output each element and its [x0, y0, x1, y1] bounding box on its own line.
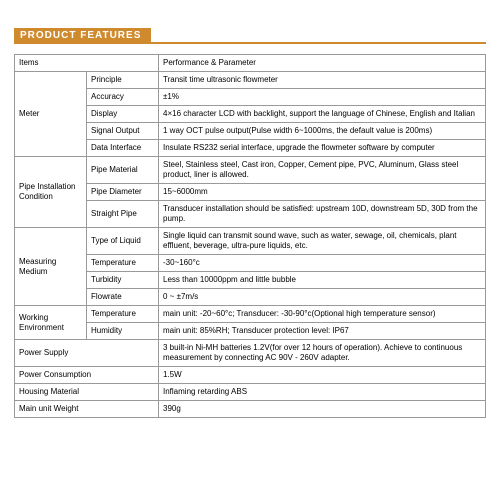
- cell-group-env: Working Environment: [15, 306, 87, 340]
- cell-key: Power Consumption: [15, 367, 159, 384]
- cell-key: Temperature: [87, 255, 159, 272]
- cell-key: Accuracy: [87, 89, 159, 106]
- cell-val: 15~6000mm: [159, 184, 486, 201]
- cell-val: Insulate RS232 serial interface, upgrade…: [159, 140, 486, 157]
- header-underline: [14, 42, 486, 44]
- cell-key: Pipe Diameter: [87, 184, 159, 201]
- cell-val: 4×16 character LCD with backlight, suppo…: [159, 106, 486, 123]
- cell-key: Turbidity: [87, 272, 159, 289]
- cell-items: Items: [15, 55, 159, 72]
- cell-val: Transducer installation should be satisf…: [159, 201, 486, 228]
- cell-val: 390g: [159, 401, 486, 418]
- cell-key: Pipe Material: [87, 157, 159, 184]
- cell-key: Main unit Weight: [15, 401, 159, 418]
- cell-key: Straight Pipe: [87, 201, 159, 228]
- cell-key: Housing Material: [15, 384, 159, 401]
- cell-val: Less than 10000ppm and little bubble: [159, 272, 486, 289]
- cell-val: main unit: -20~60°c; Transducer: -30-90°…: [159, 306, 486, 323]
- cell-val: 3 built-in Ni-MH batteries 1.2V(for over…: [159, 340, 486, 367]
- cell-key: Temperature: [87, 306, 159, 323]
- section-header: PRODUCT FEATURES: [14, 28, 486, 44]
- table-row: Housing Material Inflaming retarding ABS: [15, 384, 486, 401]
- cell-key: Signal Output: [87, 123, 159, 140]
- table-row: Items Performance & Parameter: [15, 55, 486, 72]
- cell-val: 1 way OCT pulse output(Pulse width 6~100…: [159, 123, 486, 140]
- cell-val: -30~160°c: [159, 255, 486, 272]
- table-row: Measuring Medium Type of Liquid Single l…: [15, 228, 486, 255]
- table-row: Working Environment Temperature main uni…: [15, 306, 486, 323]
- cell-group-meter: Meter: [15, 72, 87, 157]
- table-row: Meter Principle Transit time ultrasonic …: [15, 72, 486, 89]
- cell-val: Transit time ultrasonic flowmeter: [159, 72, 486, 89]
- table-row: Pipe Installation Condition Pipe Materia…: [15, 157, 486, 184]
- cell-key: Power Supply: [15, 340, 159, 367]
- cell-key: Humidity: [87, 323, 159, 340]
- cell-key: Flowrate: [87, 289, 159, 306]
- cell-key: Type of Liquid: [87, 228, 159, 255]
- table-row: Power Supply 3 built-in Ni-MH batteries …: [15, 340, 486, 367]
- cell-val: ±1%: [159, 89, 486, 106]
- cell-val: Inflaming retarding ABS: [159, 384, 486, 401]
- cell-items-desc: Performance & Parameter: [159, 55, 486, 72]
- cell-key: Display: [87, 106, 159, 123]
- cell-key: Data Interface: [87, 140, 159, 157]
- cell-group-pipe: Pipe Installation Condition: [15, 157, 87, 228]
- cell-val: 0 ~ ±7m/s: [159, 289, 486, 306]
- cell-val: Steel, Stainless steel, Cast iron, Coppe…: [159, 157, 486, 184]
- cell-val: Single liquid can transmit sound wave, s…: [159, 228, 486, 255]
- table-row: Main unit Weight 390g: [15, 401, 486, 418]
- cell-group-medium: Measuring Medium: [15, 228, 87, 306]
- cell-val: main unit: 85%RH; Transducer protection …: [159, 323, 486, 340]
- table-row: Power Consumption 1.5W: [15, 367, 486, 384]
- features-table: Items Performance & Parameter Meter Prin…: [14, 54, 486, 418]
- cell-val: 1.5W: [159, 367, 486, 384]
- cell-key: Principle: [87, 72, 159, 89]
